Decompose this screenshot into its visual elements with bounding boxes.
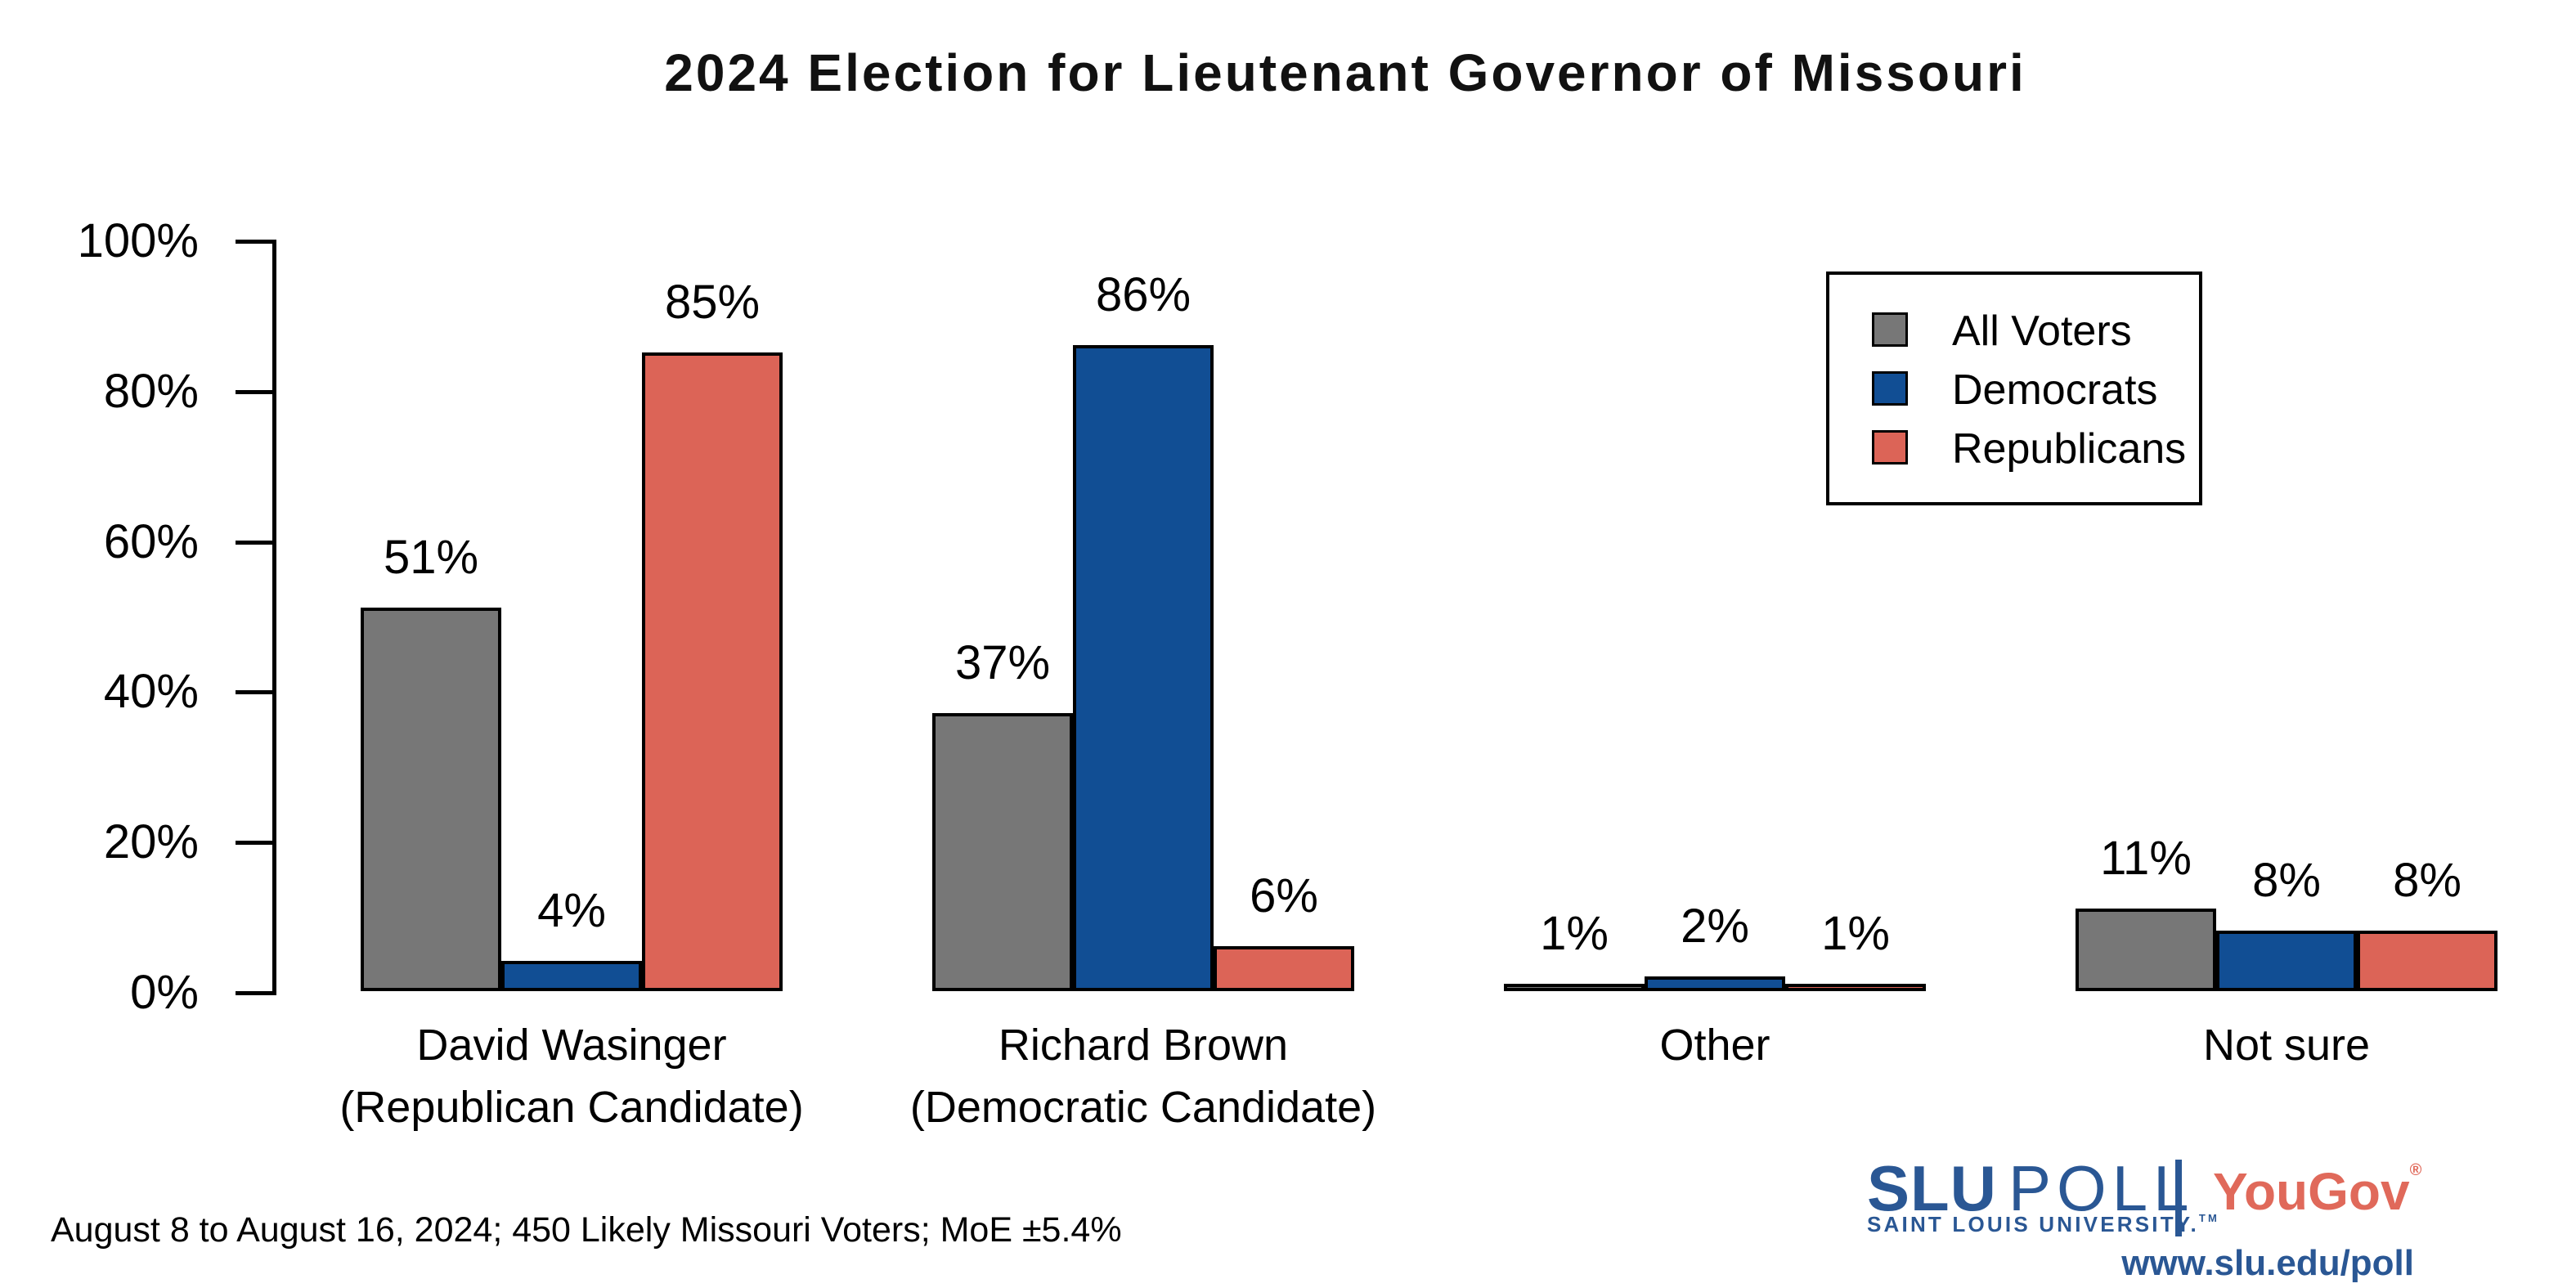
bar-value-label: 2%	[1681, 899, 1749, 953]
bar-value-label: 51%	[383, 531, 479, 585]
category-label: David Wasinger (Republican Candidate)	[285, 1014, 858, 1138]
category-label-line: (Republican Candidate)	[339, 1083, 804, 1132]
y-axis-line	[272, 240, 276, 995]
bar-value-label: 6%	[1250, 868, 1318, 922]
bar-value-label: 8%	[2393, 854, 2462, 908]
legend: All Voters Democrats Republicans	[1826, 272, 2202, 505]
y-tick-label: 80%	[103, 364, 199, 418]
bar	[2216, 931, 2357, 991]
all-voters-swatch	[1872, 312, 1908, 347]
bar-value-label: 8%	[2252, 854, 2321, 908]
legend-label: All Voters	[1952, 307, 2132, 355]
legend-label: Republicans	[1952, 425, 2187, 473]
y-tick-label: 0%	[130, 966, 199, 1019]
category-label: Not sure	[2000, 1014, 2573, 1076]
y-tick-label: 100%	[77, 214, 199, 267]
y-tick	[236, 841, 272, 846]
y-tick	[236, 540, 272, 545]
bar	[501, 961, 642, 991]
bar	[1504, 983, 1645, 991]
bar-value-label: 11%	[2100, 831, 2192, 885]
category-label: Richard Brown (Democratic Candidate)	[857, 1014, 1429, 1138]
registered-mark: ®	[2409, 1161, 2422, 1179]
y-tick	[236, 240, 272, 244]
slu-wordmark: SLU	[1867, 1152, 1997, 1224]
chart-title: 2024 Election for Lieutenant Governor of…	[664, 43, 2026, 102]
slu-subtitle: SAINT LOUIS UNIVERSITY.TM	[1867, 1212, 2219, 1237]
bar	[642, 352, 783, 991]
bar-value-label: 1%	[1540, 906, 1609, 960]
trademark-mark: TM	[2198, 1212, 2220, 1224]
slu-poll-logo: SLU POLL	[1867, 1151, 2194, 1226]
bar	[1645, 976, 1785, 991]
category-label: Other	[1429, 1014, 2001, 1076]
category-label-line: David Wasinger	[416, 1021, 727, 1070]
y-tick	[236, 991, 272, 995]
category-label-line: Other	[1659, 1021, 1770, 1070]
bar	[1785, 983, 1926, 991]
bar	[1214, 945, 1354, 991]
bar-value-label: 86%	[1095, 267, 1192, 321]
yougov-wordmark: YouGov	[2213, 1162, 2410, 1221]
logo-divider	[2175, 1160, 2182, 1236]
legend-label: Democrats	[1952, 366, 2158, 414]
bar	[1073, 344, 1214, 991]
slu-subtitle-text: SAINT LOUIS UNIVERSITY.	[1867, 1212, 2199, 1236]
bar	[2357, 931, 2497, 991]
bar-value-label: 85%	[664, 275, 761, 329]
y-tick-label: 20%	[103, 815, 199, 869]
republicans-swatch	[1872, 430, 1908, 464]
poll-wordmark: POLL	[2008, 1152, 2195, 1224]
category-label-line: Not sure	[2202, 1021, 2371, 1070]
footnote: August 8 to August 16, 2024; 450 Likely …	[51, 1210, 1122, 1250]
bar-value-label: 37%	[954, 635, 1051, 689]
y-tick	[236, 389, 272, 394]
yougov-logo: YouGov®	[2213, 1161, 2421, 1222]
democrats-swatch	[1872, 371, 1908, 406]
bar-value-label: 4%	[537, 884, 606, 938]
bar	[932, 712, 1073, 991]
bar-value-label: 1%	[1821, 906, 1890, 960]
category-label-line: (Democratic Candidate)	[909, 1083, 1377, 1132]
y-tick-label: 60%	[103, 514, 199, 568]
bar	[361, 608, 501, 991]
category-label-line: Richard Brown	[998, 1021, 1289, 1070]
slu-poll-url[interactable]: www.slu.edu/poll	[2121, 1243, 2414, 1283]
y-tick-label: 40%	[103, 665, 199, 719]
y-tick	[236, 690, 272, 695]
bar	[2076, 908, 2216, 991]
